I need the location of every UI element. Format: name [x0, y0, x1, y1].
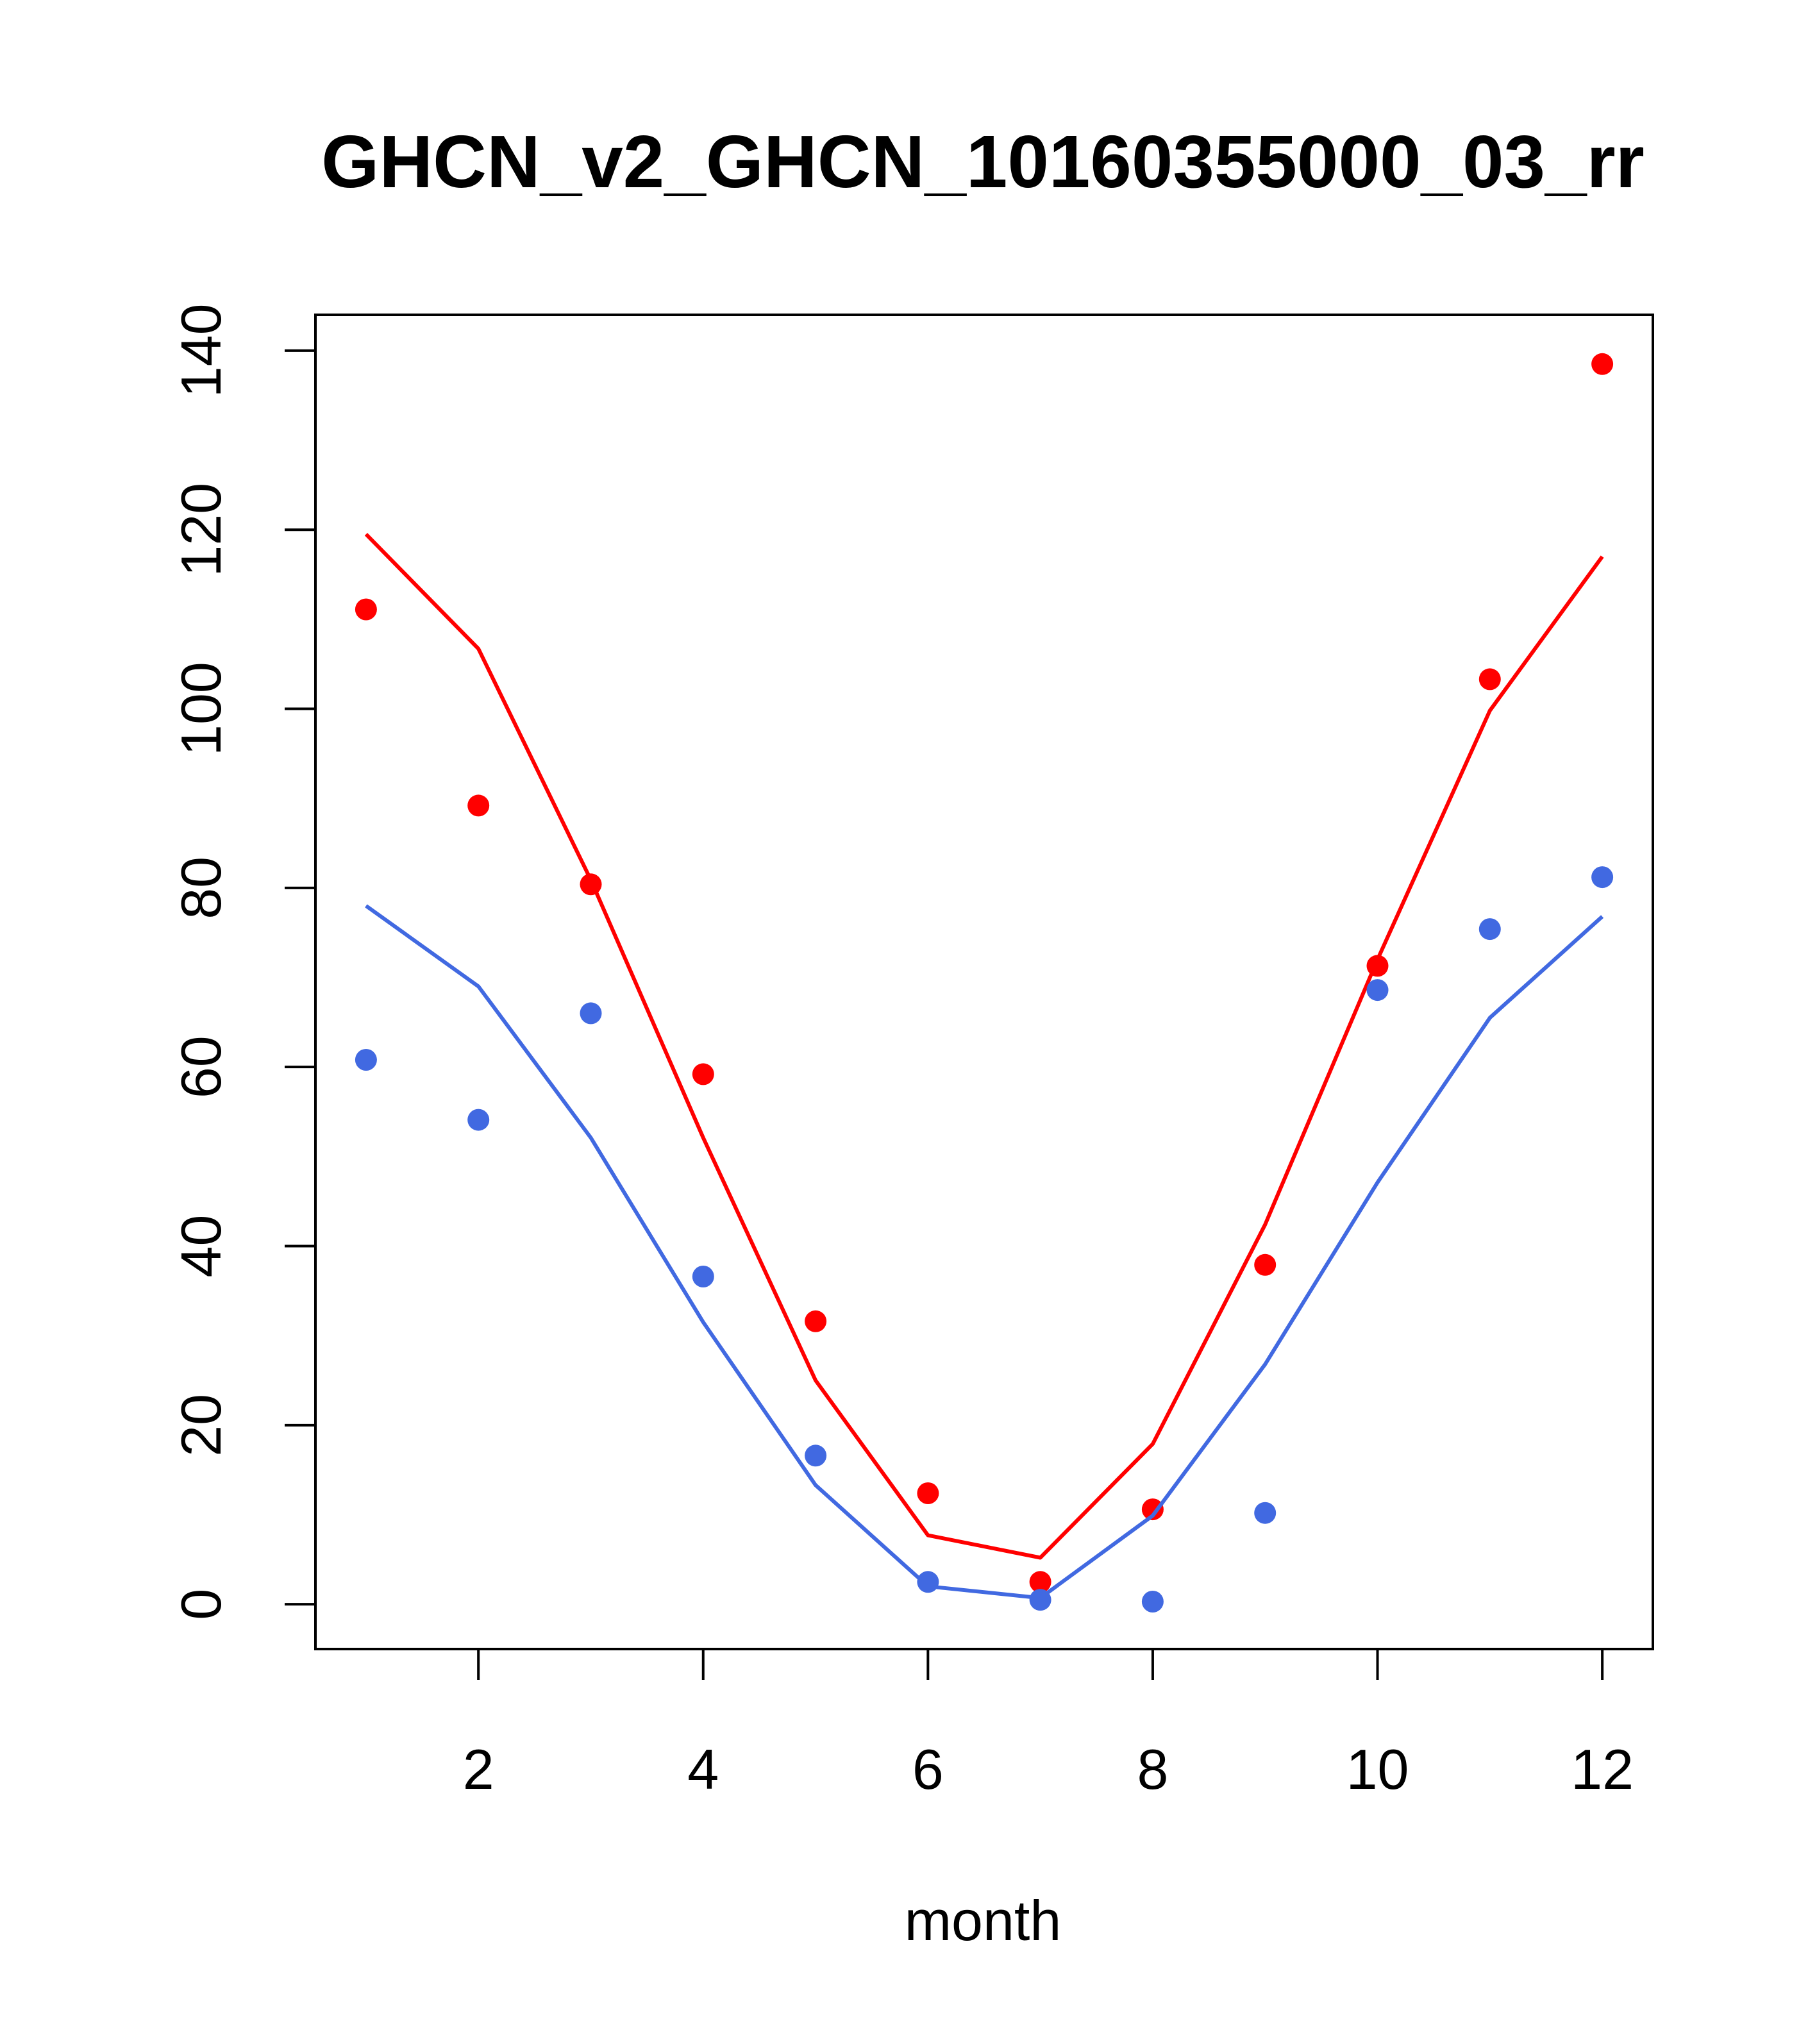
- series-1-point: [467, 794, 490, 817]
- y-tick-label: 40: [169, 1215, 233, 1278]
- series-layer: [355, 353, 1614, 1613]
- y-tick-label: 120: [169, 483, 233, 577]
- series-1-point: [917, 1482, 939, 1504]
- series-1-point: [580, 873, 602, 896]
- x-tick-label: 8: [1137, 1738, 1168, 1801]
- series-2-point: [1366, 979, 1389, 1001]
- x-axis-label: month: [905, 1889, 1062, 1952]
- series-2-point: [1254, 1502, 1277, 1524]
- y-tick-label: 60: [169, 1035, 233, 1098]
- series-2-point: [355, 1049, 377, 1071]
- x-tick-label: 12: [1571, 1738, 1634, 1801]
- y-tick-label: 20: [169, 1394, 233, 1457]
- series-2-point: [1029, 1589, 1051, 1611]
- series-1-point: [1591, 353, 1614, 375]
- series-1-point: [692, 1063, 714, 1085]
- x-tick-label: 6: [912, 1738, 944, 1801]
- series-2-point: [692, 1266, 714, 1287]
- series-1-point: [1141, 1498, 1164, 1521]
- y-tick-label: 100: [169, 662, 233, 756]
- y-axis: 0 20 40 60 80 100 120 140: [169, 303, 317, 1620]
- x-tick-label: 2: [463, 1738, 494, 1801]
- series-1-point: [805, 1310, 827, 1332]
- y-tick-label: 80: [169, 857, 233, 919]
- x-tick-label: 10: [1346, 1738, 1409, 1801]
- series-1-point: [355, 598, 377, 621]
- series-1-point: [1029, 1571, 1051, 1593]
- plot-frame: [314, 314, 1654, 1650]
- series-2-point: [805, 1445, 827, 1467]
- series-1-point: [1366, 955, 1389, 977]
- y-tick-label: 0: [169, 1589, 233, 1620]
- series-2-point: [917, 1571, 939, 1593]
- x-axis: 2 4 6 8 10 12: [463, 1648, 1634, 1801]
- series-1-point: [1254, 1253, 1277, 1276]
- series-2-line: [365, 904, 1604, 1600]
- x-tick-label: 4: [687, 1738, 719, 1801]
- series-2-point: [1591, 866, 1614, 889]
- chart-title: GHCN_v2_GHCN_10160355000_03_rr: [321, 120, 1645, 203]
- series-1-line: [364, 533, 1604, 1560]
- series-2-point: [580, 1002, 602, 1025]
- series-2-point: [1141, 1591, 1164, 1613]
- series-2-point: [1478, 918, 1501, 941]
- y-tick-label: 140: [169, 303, 233, 398]
- series-2-point: [467, 1109, 490, 1131]
- series-1-point: [1478, 668, 1501, 691]
